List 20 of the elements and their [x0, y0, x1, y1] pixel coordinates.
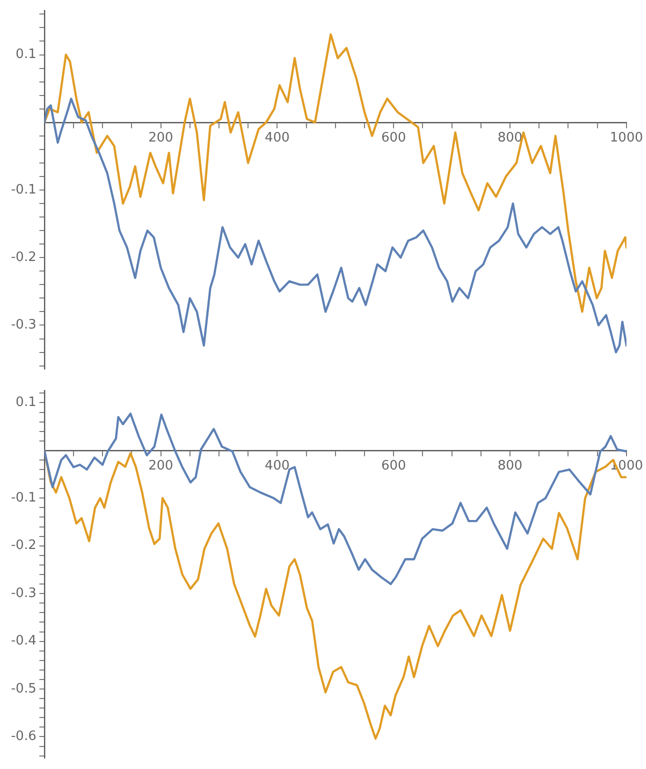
x-tick-label: 400: [264, 458, 290, 474]
y-tick-label: 0.1: [16, 47, 36, 62]
y-tick-label: -0.3: [10, 318, 36, 333]
y-tick-label: -0.6: [10, 729, 36, 744]
x-tick-label: 800: [498, 130, 522, 146]
x-tick-label: 600: [381, 130, 406, 146]
y-tick-label: -0.3: [10, 586, 36, 601]
y-tick-label: -0.1: [10, 490, 36, 506]
y-tick-label: 0.1: [16, 395, 36, 410]
y-tick-label: -0.4: [10, 634, 36, 649]
x-tick-label: 800: [498, 458, 522, 474]
x-tick-label: 1000: [610, 130, 644, 146]
x-tick-label: 200: [148, 458, 174, 474]
x-tick-label: 200: [148, 130, 174, 146]
y-tick-label: -0.1: [10, 182, 36, 198]
y-tick-label: -0.2: [10, 250, 36, 265]
y-tick-label: -0.5: [10, 681, 36, 696]
y-tick-label: -0.2: [10, 538, 36, 554]
x-tick-label: 400: [264, 130, 290, 146]
x-tick-label: 600: [381, 458, 406, 474]
